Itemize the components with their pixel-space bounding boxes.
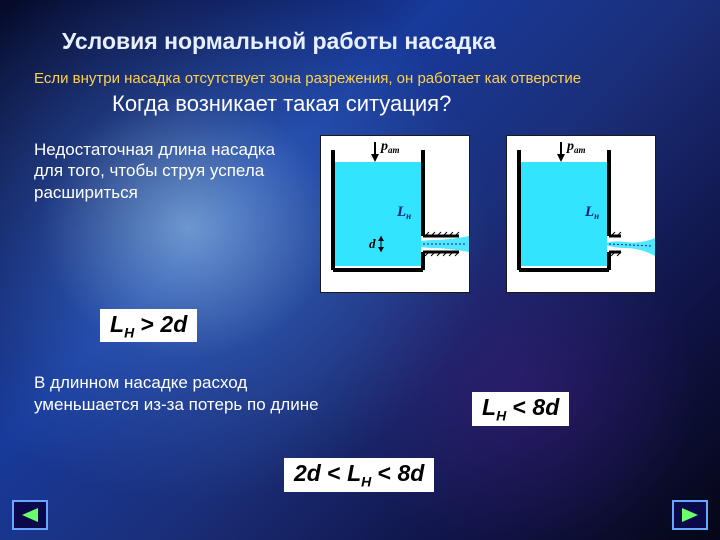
formula-1-wrap: LН > 2d (100, 309, 686, 343)
arrow-right-icon (680, 506, 700, 524)
formula-2-wrap: LН < 8d (472, 392, 569, 426)
formula-3: 2d < LН < 8d (284, 458, 434, 492)
formula-3-wrap: 2d < LН < 8d (284, 458, 434, 492)
svg-text:d: d (369, 236, 376, 251)
formula-1: LН > 2d (100, 309, 197, 343)
svg-text:pат: pат (566, 139, 586, 155)
tank-diagram-1: pат Lн d (321, 136, 469, 292)
formula-2: LН < 8d (472, 392, 569, 426)
condition-1-text: Недостаточная длина насадка для того, чт… (34, 139, 294, 204)
prev-button[interactable] (12, 500, 48, 530)
svg-text:pат: pат (380, 139, 400, 155)
figures: pат Lн d (320, 135, 656, 293)
intro-highlight: Если внутри насадка отсутствует зона раз… (34, 70, 393, 87)
row-1: Недостаточная длина насадка для того, чт… (34, 135, 686, 293)
figure-short-nozzle: pат Lн (506, 135, 656, 293)
tank-diagram-2: pат Lн (507, 136, 655, 292)
intro-line: Если внутри насадка отсутствует зона раз… (34, 69, 686, 89)
slide-title: Условия нормальной работы насадка (62, 28, 686, 55)
intro-tail: он работает как отверстие (393, 70, 582, 87)
slide: Условия нормальной работы насадка Если в… (0, 0, 720, 540)
next-button[interactable] (672, 500, 708, 530)
arrow-left-icon (20, 506, 40, 524)
condition-2-text: В длинном насадке расход уменьшается из-… (34, 372, 334, 416)
question-text: Когда возникает такая ситуация? (112, 91, 686, 117)
figure-long-nozzle: pат Lн d (320, 135, 470, 293)
